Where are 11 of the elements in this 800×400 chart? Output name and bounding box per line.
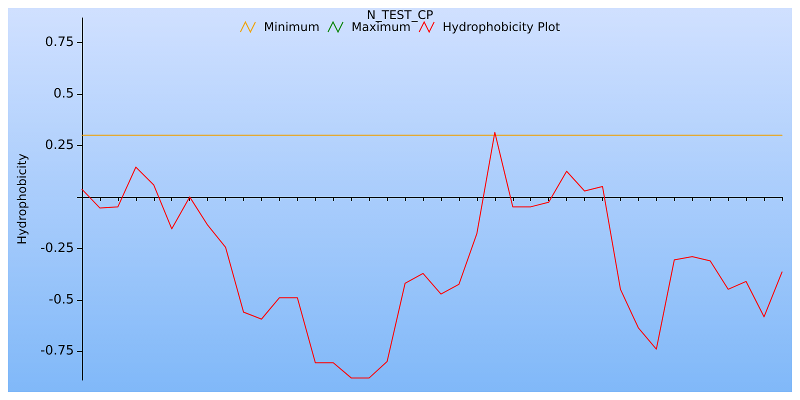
y-tick-label: -0.5 (48, 292, 74, 308)
legend-label: Minimum (264, 20, 320, 34)
y-tick-label: 0.5 (53, 86, 74, 102)
y-tick-label: 0.75 (45, 35, 74, 50)
y-axis-title: Hydrophobicity (15, 153, 29, 245)
legend-label: Maximum (352, 20, 411, 34)
y-tick-label: -0.25 (40, 240, 74, 256)
chart-title: N_TEST_CP (366, 8, 434, 22)
y-tick-label: 0.25 (45, 138, 74, 154)
y-tick-label: -0.75 (40, 344, 74, 359)
legend-label: Hydrophobicity Plot (442, 20, 560, 34)
